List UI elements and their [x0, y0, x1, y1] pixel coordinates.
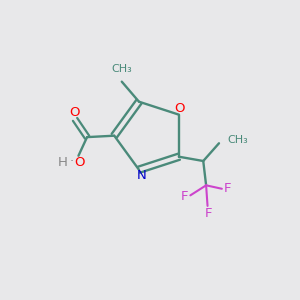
Text: ·: ·: [70, 155, 74, 169]
Text: F: F: [181, 190, 188, 203]
Text: CH₃: CH₃: [111, 64, 132, 74]
Text: CH₃: CH₃: [227, 135, 248, 146]
Text: O: O: [75, 155, 85, 169]
Text: N: N: [137, 169, 147, 182]
Text: F: F: [204, 207, 212, 220]
Text: H: H: [58, 155, 68, 169]
Text: O: O: [69, 106, 80, 119]
Text: F: F: [224, 182, 231, 195]
Text: O: O: [174, 102, 185, 115]
